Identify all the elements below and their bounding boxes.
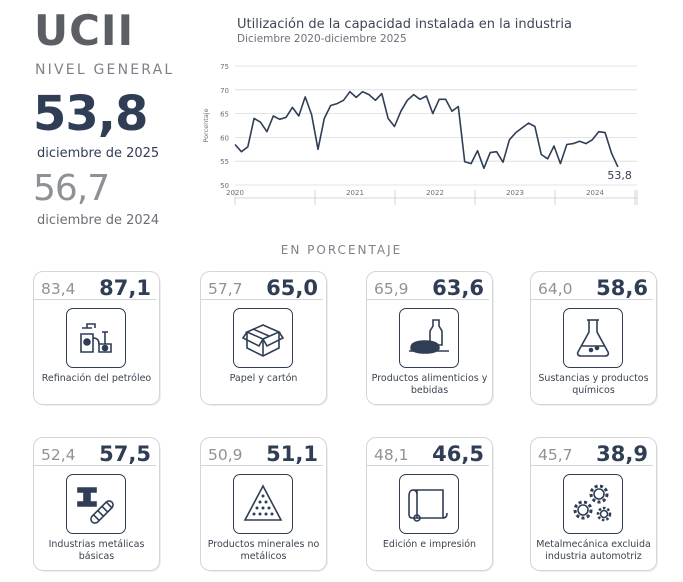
refinery-icon <box>66 308 126 368</box>
sector-label: Refinación del petróleo <box>41 373 152 384</box>
sector-label: Industrias metálicas básicas <box>48 539 145 562</box>
previous-value: 65,9 <box>374 280 409 298</box>
y-tick-label: 65 <box>220 111 229 119</box>
current-date: diciembre de 2025 <box>37 146 160 161</box>
chart-title: Utilización de la capacidad instalada en… <box>237 17 572 32</box>
current-value: 63,6 <box>432 276 484 300</box>
chart-subtitle: Diciembre 2020-diciembre 2025 <box>237 33 407 45</box>
card-header <box>530 437 653 466</box>
brand-title: UCII <box>34 6 135 55</box>
sector-card: 45,7 38,9 Metalmecánica excluida industria… <box>530 437 657 571</box>
sector-card: 65,9 63,6 Productos alimenticios y bebidas <box>366 271 493 405</box>
sector-label: Metalmecánica excluida industria automot… <box>536 539 651 562</box>
sector-card: 48,1 46,5 Edición e impresión <box>366 437 493 571</box>
card-header <box>33 437 156 466</box>
printing-icon <box>399 474 459 534</box>
card-header <box>530 271 653 300</box>
previous-value: 56,7 <box>33 168 110 209</box>
y-tick-label: 55 <box>220 158 229 166</box>
sector-card: 83,4 87,1 Refinación del petróleo <box>33 271 160 405</box>
card-header <box>200 437 323 466</box>
current-value: 87,1 <box>99 276 151 300</box>
card-header <box>33 271 156 300</box>
x-tick-label: 2020 <box>226 189 244 197</box>
x-tick-label: 2021 <box>346 189 364 197</box>
sector-label: Productos alimenticios y bebidas <box>371 373 488 396</box>
card-header <box>200 271 323 300</box>
y-tick-label: 75 <box>220 63 229 71</box>
sector-label: Productos minerales no metálicos <box>207 539 320 562</box>
level-label: NIVEL GENERAL <box>35 62 175 78</box>
x-tick-label: 2022 <box>426 189 444 197</box>
box-icon <box>233 308 293 368</box>
current-value: 57,5 <box>99 442 151 466</box>
sector-card: 50,9 51,1 Productos minerales no metálicos <box>200 437 327 571</box>
card-header <box>366 271 489 300</box>
current-value: 53,8 <box>33 86 148 142</box>
card-header <box>366 437 489 466</box>
current-value: 58,6 <box>596 276 648 300</box>
previous-value: 45,7 <box>538 446 573 464</box>
previous-value: 64,0 <box>538 280 573 298</box>
section-label: EN PORCENTAJE <box>280 243 403 257</box>
current-value: 65,0 <box>266 276 318 300</box>
sector-card: 57,7 65,0 Papel y cartón <box>200 271 327 405</box>
sector-label: Sustancias y productos químicos <box>538 373 649 396</box>
series-line <box>234 90 619 170</box>
sector-label: Edición e impresión <box>382 539 477 550</box>
flask-icon <box>563 308 623 368</box>
current-value: 51,1 <box>266 442 318 466</box>
previous-value: 57,7 <box>208 280 243 298</box>
x-tick-label: 2024 <box>586 189 604 197</box>
sector-card: 64,0 58,6 Sustancias y productos químicos <box>530 271 657 405</box>
line-chart: 505560657075202020212022202320242025Porc… <box>202 63 638 205</box>
y-tick-label: 70 <box>220 87 229 95</box>
y-tick-label: 50 <box>220 182 229 190</box>
current-value: 46,5 <box>432 442 484 466</box>
y-axis-label: Porcentaje <box>202 108 210 142</box>
previous-value: 48,1 <box>374 446 409 464</box>
current-value: 38,9 <box>596 442 648 466</box>
end-value-label: 53,8 <box>607 169 632 182</box>
food-icon <box>399 308 459 368</box>
previous-value: 52,4 <box>41 446 76 464</box>
sector-card: 52,4 57,5 Industrias metálicas básicas <box>33 437 160 571</box>
metal-icon <box>66 474 126 534</box>
x-tick-label: 2023 <box>506 189 524 197</box>
previous-date: diciembre de 2024 <box>37 213 160 228</box>
previous-value: 83,4 <box>41 280 76 298</box>
mineral-icon <box>233 474 293 534</box>
gears-icon <box>563 474 623 534</box>
y-tick-label: 60 <box>220 134 229 142</box>
previous-value: 50,9 <box>208 446 243 464</box>
sector-label: Papel y cartón <box>229 373 298 384</box>
